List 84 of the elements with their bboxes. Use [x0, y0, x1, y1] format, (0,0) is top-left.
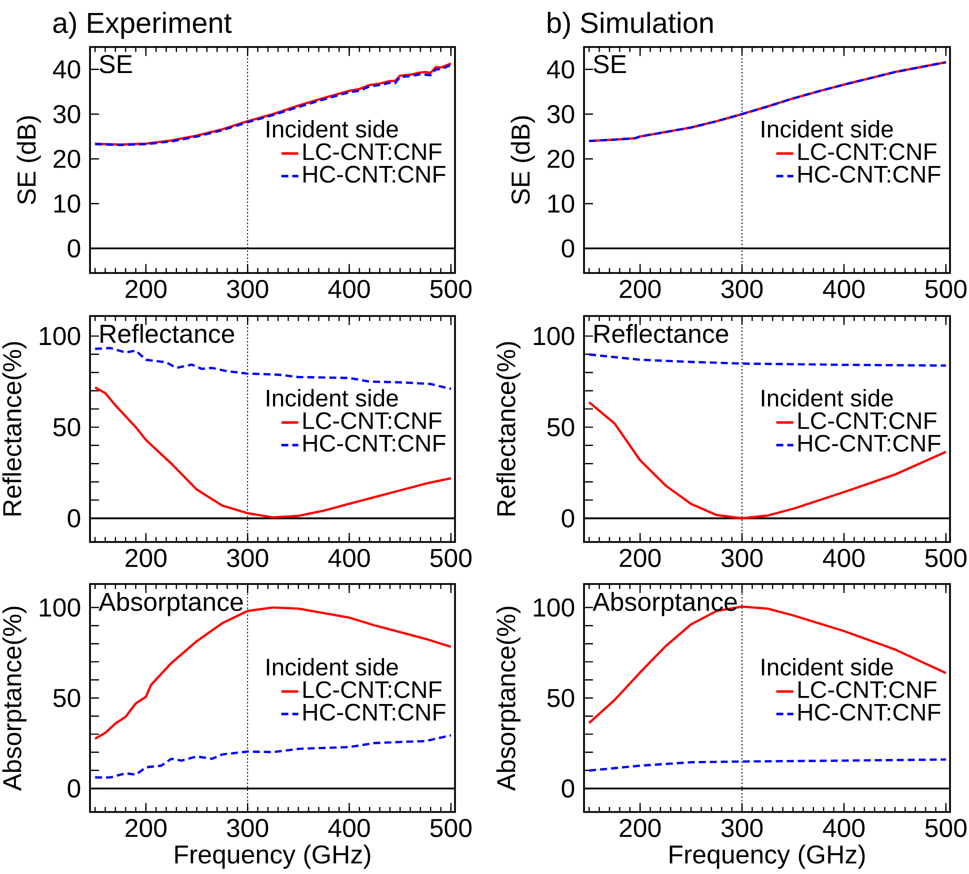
y-axis-title: Absorptance(%): [2, 606, 26, 791]
x-tick-label: 300: [721, 548, 763, 568]
y-tick-label: 50: [53, 418, 80, 436]
x-axis-title: Frequency (GHz): [175, 844, 370, 869]
legend-label: LC-CNT:CNF: [798, 412, 936, 430]
chart-title: b) Simulation: [548, 12, 713, 39]
legend-label: HC-CNT:CNF: [798, 434, 940, 452]
x-tick-label: 300: [721, 280, 763, 298]
legend-title: Incident side: [762, 389, 893, 407]
y-tick-label: 0: [68, 509, 80, 528]
y-tick-label: 50: [53, 688, 80, 708]
x-tick-label: 500: [925, 548, 967, 568]
x-tick-label: 400: [822, 548, 865, 568]
annotation: Absorptance: [98, 592, 243, 616]
annotation: Reflectance: [594, 324, 728, 343]
y-tick-label: 20: [54, 150, 80, 168]
y-axis-title: SE (dB): [16, 116, 41, 204]
annotation: SE: [100, 54, 132, 74]
legend-label: HC-CNT:CNF: [798, 166, 940, 183]
x-tick-label: 200: [620, 818, 661, 838]
y-tick-label: 40: [546, 60, 574, 79]
y-tick-label: 0: [562, 779, 574, 798]
x-tick-label: 500: [925, 818, 967, 838]
legend-label: LC-CNT:CNF: [304, 143, 442, 160]
line-series: [94, 346, 452, 390]
x-tick-label: 500: [430, 548, 472, 568]
legend-label: LC-CNT:CNF: [798, 143, 936, 160]
y-tick-label: 100: [534, 598, 574, 617]
y-tick-label: 100: [534, 326, 574, 346]
legend-title: Incident side: [762, 658, 893, 676]
legend-label: HC-CNT:CNF: [304, 704, 446, 721]
x-tick-label: 200: [620, 280, 661, 298]
y-tick-label: 20: [548, 150, 574, 168]
annotation: Reflectance: [100, 324, 234, 343]
x-tick-label: 400: [328, 548, 370, 568]
y-axis-title: Reflectance(%): [496, 342, 520, 516]
y-tick-label: 0: [68, 779, 80, 798]
y-axis-title: Reflectance(%): [2, 342, 26, 516]
y-tick-label: 30: [547, 104, 574, 124]
x-axis-title: Frequency (GHz): [670, 844, 865, 869]
y-tick-label: 0: [562, 239, 574, 258]
x-tick-label: 300: [721, 818, 763, 838]
y-tick-label: 10: [548, 194, 574, 213]
legend-label: LC-CNT:CNF: [798, 681, 936, 698]
x-tick-label: 400: [328, 818, 370, 838]
line-series: [588, 758, 948, 772]
x-tick-label: 300: [226, 548, 268, 568]
legend-title: Incident side: [762, 120, 893, 138]
legend-label: HC-CNT:CNF: [304, 166, 446, 183]
x-tick-label: 300: [226, 818, 268, 838]
x-tick-label: 400: [328, 280, 370, 298]
x-tick-label: 300: [226, 280, 268, 298]
legend-label: LC-CNT:CNF: [304, 681, 442, 698]
legend-title: Incident side: [266, 120, 398, 138]
x-tick-label: 400: [822, 280, 865, 298]
x-tick-label: 200: [126, 280, 167, 298]
y-tick-label: 100: [40, 326, 80, 346]
legend-label: HC-CNT:CNF: [304, 434, 446, 452]
y-tick-label: 0: [68, 239, 80, 258]
y-axis-title: SE (dB): [510, 116, 535, 204]
legend-title: Incident side: [266, 389, 398, 407]
y-axis-title: Absorptance(%): [496, 606, 520, 791]
annotation: SE: [594, 54, 626, 74]
x-tick-label: 500: [925, 280, 967, 298]
y-tick-label: 0: [562, 509, 574, 528]
x-tick-label: 400: [822, 818, 865, 838]
y-tick-label: 50: [547, 688, 574, 708]
y-tick-label: 50: [547, 418, 574, 436]
x-tick-label: 500: [430, 280, 472, 298]
chart-title: a) Experiment: [53, 12, 232, 39]
annotation: Absorptance: [592, 592, 737, 616]
legend-title: Incident side: [266, 658, 398, 676]
y-tick-label: 40: [52, 60, 80, 79]
x-tick-label: 200: [620, 548, 661, 568]
legend-label: HC-CNT:CNF: [798, 704, 940, 721]
line-series: [94, 734, 452, 779]
legend-label: LC-CNT:CNF: [304, 412, 442, 430]
x-tick-label: 200: [126, 548, 167, 568]
y-tick-label: 100: [40, 598, 80, 617]
y-tick-label: 10: [54, 194, 80, 213]
y-tick-label: 30: [53, 104, 80, 124]
line-series: [588, 353, 948, 367]
x-tick-label: 200: [126, 818, 167, 838]
x-tick-label: 500: [430, 818, 472, 838]
